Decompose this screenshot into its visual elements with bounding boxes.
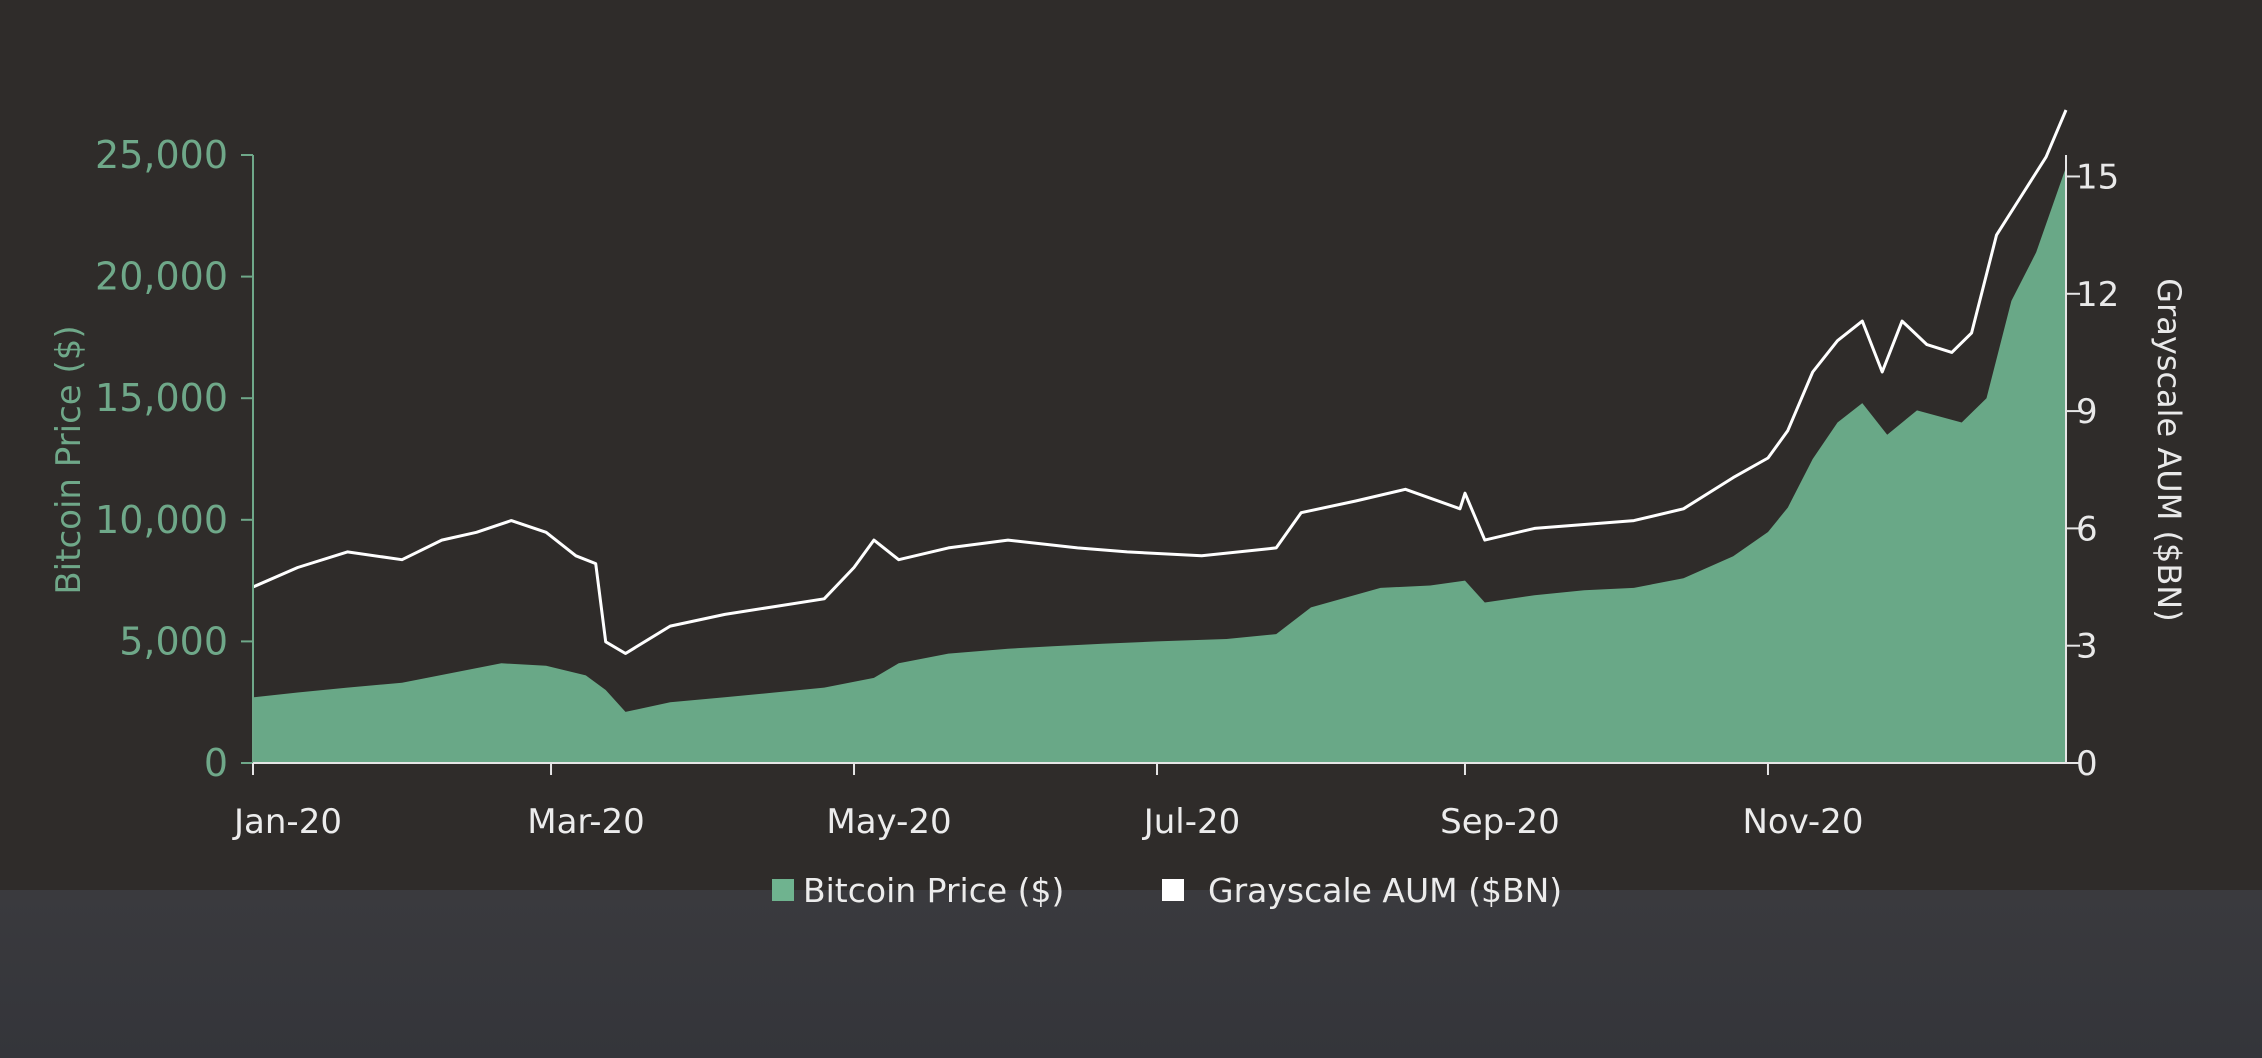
legend-swatch-bitcoin-price: [772, 879, 794, 901]
left-axis-ticks: 0 5,000 10,000 15,000 20,000 25,000: [95, 133, 253, 785]
bitcoin-price-area-layer: [253, 167, 2066, 763]
right-axis-ticks: 0 3 6 9 12 15: [2066, 157, 2119, 784]
right-tick-label: 3: [2076, 627, 2098, 667]
left-tick-label: 15,000: [95, 376, 228, 420]
legend-label-grayscale-aum: Grayscale AUM ($BN): [1208, 871, 1562, 910]
x-tick-label: Jan-20: [232, 802, 342, 842]
right-tick-label: 15: [2076, 157, 2119, 197]
x-tick-label: Sep-20: [1440, 802, 1560, 842]
legend-swatch-grayscale-aum: [1162, 879, 1184, 901]
x-tick-label: May-20: [826, 802, 951, 842]
x-tick-label: Jul-20: [1142, 802, 1241, 842]
bitcoin-price-area: [253, 167, 2066, 763]
left-axis-title: Bitcoin Price ($): [49, 325, 89, 594]
left-tick-label: 0: [204, 741, 228, 785]
left-tick-label: 10,000: [95, 498, 228, 542]
legend: Bitcoin Price ($) Grayscale AUM ($BN): [772, 871, 1562, 910]
grayscale-aum-line: [252, 109, 2068, 655]
x-tick-label: Mar-20: [527, 802, 645, 842]
right-tick-label: 0: [2076, 744, 2098, 784]
right-axis-title: Grayscale AUM ($BN): [2150, 278, 2188, 621]
bottom-background-band: [0, 890, 2262, 1058]
left-tick-label: 25,000: [95, 133, 228, 177]
x-tick-label: Nov-20: [1742, 802, 1863, 842]
right-tick-label: 6: [2076, 509, 2098, 549]
axes-layer: [252, 155, 2067, 764]
left-tick-label: 20,000: [95, 255, 228, 299]
right-tick-label: 12: [2076, 275, 2119, 315]
legend-label-bitcoin-price: Bitcoin Price ($): [803, 871, 1064, 910]
x-axis-ticks: Jan-20 Mar-20 May-20 Jul-20 Sep-20 Nov-20: [232, 763, 1863, 842]
grayscale-aum-line-layer: [252, 109, 2068, 655]
right-tick-label: 9: [2076, 392, 2098, 432]
left-tick-label: 5,000: [119, 619, 228, 663]
